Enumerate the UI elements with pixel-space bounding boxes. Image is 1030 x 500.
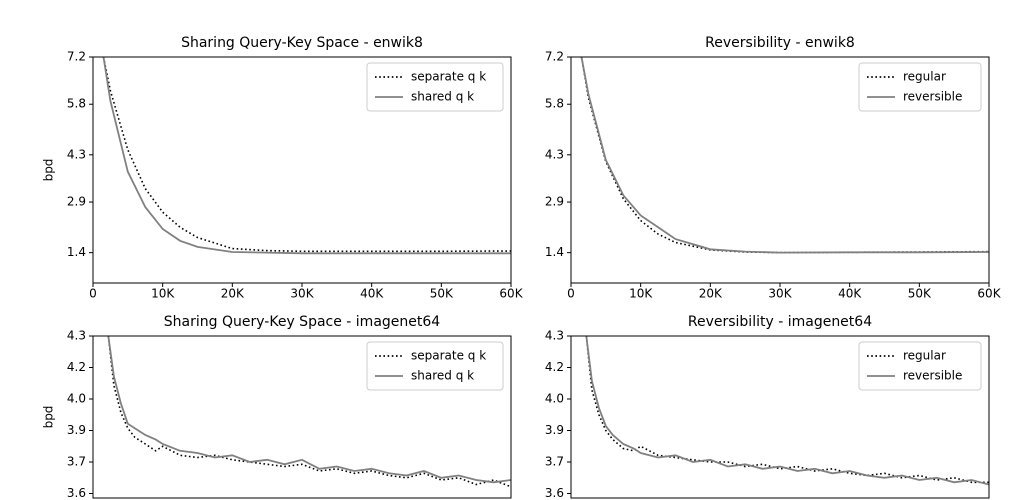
y-tick-label: 3.7: [67, 455, 86, 469]
legend-label: regular: [903, 349, 946, 363]
x-tick-label: 20K: [699, 287, 723, 301]
x-tick-label: 10K: [629, 287, 653, 301]
y-tick-label: 3.6: [67, 486, 86, 500]
series-line: [107, 336, 511, 484]
panel: Reversibility - enwik8 1.4 2.9 4.3 5.8 7.2 0 10…: [545, 35, 1002, 301]
x-tick-label: 30K: [768, 287, 792, 301]
legend-label: reversible: [903, 369, 962, 383]
y-tick-label: 3.6: [545, 486, 564, 500]
series-line: [585, 336, 989, 486]
panel: Sharing Query-Key Space - imagenet64 bpd 3…: [42, 314, 512, 500]
y-axis-label: bpd: [42, 406, 56, 429]
legend-box: [366, 62, 504, 112]
y-tick-label: 4.2: [67, 360, 86, 374]
y-tick-label: 5.8: [545, 97, 564, 111]
legend-label: regular: [903, 70, 946, 84]
x-tick-label: 0: [567, 287, 575, 301]
panel: Reversibility - imagenet64 3.6 3.7 3.9 4.0 4.…: [545, 314, 990, 500]
y-tick-label: 2.9: [545, 195, 564, 209]
chart-title: Sharing Query-Key Space - enwik8: [181, 35, 423, 51]
plot-frame: [570, 335, 990, 499]
y-tick-label: 3.9: [67, 423, 86, 437]
y-tick-label: 7.2: [545, 50, 564, 64]
legend-label: separate q k: [411, 349, 486, 363]
legend-label: shared q k: [411, 369, 474, 383]
x-tick-label: 40K: [360, 287, 384, 301]
legend-label: shared q k: [411, 90, 474, 104]
y-tick-label: 4.3: [67, 329, 86, 343]
x-tick-label: 50K: [908, 287, 932, 301]
y-tick-label: 4.3: [545, 147, 564, 161]
y-tick-label: 2.9: [67, 195, 86, 209]
y-tick-label: 4.3: [67, 147, 86, 161]
series-line: [102, 57, 511, 253]
legend-box: [858, 62, 982, 112]
panel: Sharing Query-Key Space - enwik8 bpd 1.4 2.…: [42, 35, 524, 301]
legend: regular reversible: [858, 62, 982, 112]
plot-frame: [92, 335, 512, 499]
legend: regular reversible: [858, 341, 982, 391]
legend-box: [366, 341, 504, 391]
y-axis-label: bpd: [42, 159, 56, 182]
y-tick-label: 4.3: [545, 329, 564, 343]
legend-box: [858, 341, 982, 391]
x-tick-label: 0: [89, 287, 97, 301]
y-tick-label: 7.2: [67, 50, 86, 64]
legend: separate q k shared q k: [366, 62, 504, 112]
y-tick-label: 5.8: [67, 97, 86, 111]
x-tick-label: 60K: [977, 287, 1001, 301]
chart-title: Sharing Query-Key Space - imagenet64: [164, 314, 440, 330]
x-tick-label: 50K: [430, 287, 454, 301]
x-tick-label: 40K: [838, 287, 862, 301]
x-tick-label: 10K: [151, 287, 175, 301]
x-tick-label: 30K: [290, 287, 314, 301]
chart-title: Reversibility - enwik8: [705, 35, 855, 51]
chart-title: Reversibility - imagenet64: [688, 314, 872, 330]
series-line: [107, 336, 511, 488]
legend: separate q k shared q k: [366, 341, 504, 391]
legend-label: separate q k: [411, 70, 486, 84]
y-tick-label: 1.4: [67, 245, 86, 259]
plot-frame: [92, 56, 512, 284]
y-tick-label: 3.7: [545, 455, 564, 469]
x-tick-label: 20K: [221, 287, 245, 301]
y-tick-label: 3.9: [545, 423, 564, 437]
plot-frame: [570, 56, 990, 284]
series-line: [580, 57, 989, 254]
y-tick-label: 4.2: [545, 360, 564, 374]
x-tick-label: 60K: [499, 287, 523, 301]
legend-label: reversible: [903, 90, 962, 104]
y-tick-label: 4.0: [67, 392, 86, 406]
y-tick-label: 1.4: [545, 245, 564, 259]
y-tick-label: 4.0: [545, 392, 564, 406]
series-line: [102, 57, 511, 255]
